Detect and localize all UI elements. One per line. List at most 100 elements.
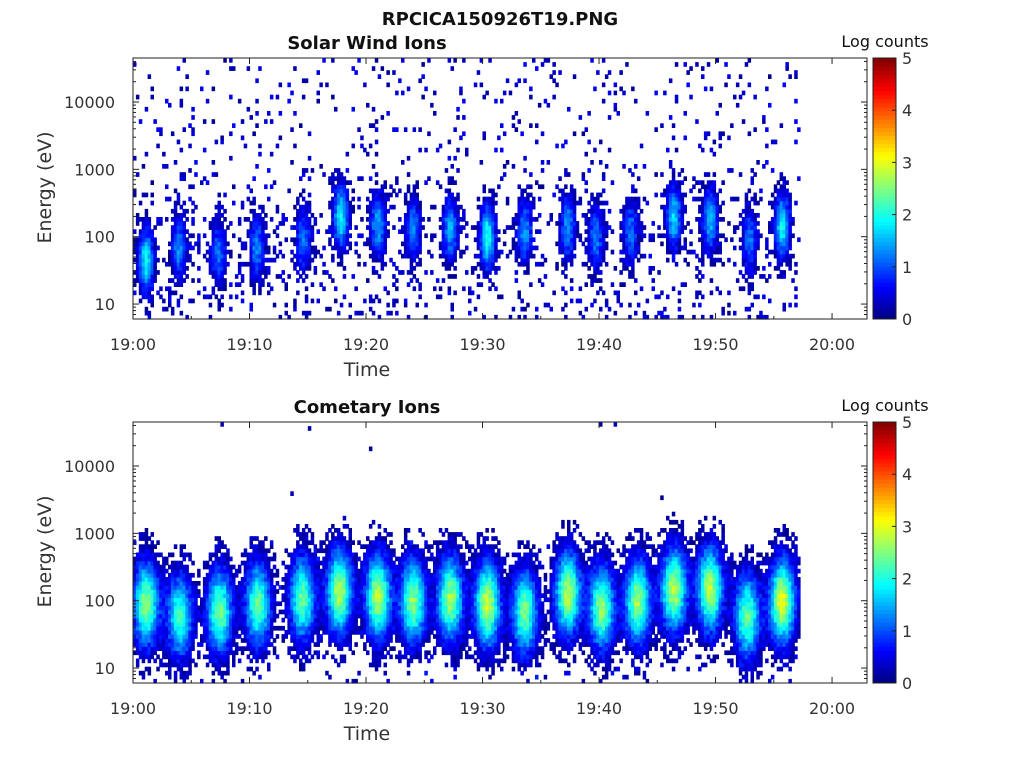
heatmap-cell [698,229,702,234]
heatmap-cell [552,94,556,100]
heatmap-cell [683,192,687,198]
heatmap-cell [252,670,256,676]
heatmap-cell [249,630,253,635]
heatmap-cell [234,589,239,594]
heatmap-cell [770,204,775,210]
heatmap-cell [427,217,431,222]
heatmap-cell [191,638,195,643]
heatmap-cell [138,270,143,275]
colorbar-step [873,278,896,283]
heatmap-cell [342,274,347,279]
heatmap-cell [715,111,719,116]
heatmap-cell [255,650,259,656]
heatmap-cell [141,581,146,586]
heatmap-cell [666,233,670,239]
heatmap-cell [176,617,181,623]
heatmap-cell [634,208,638,214]
heatmap-cell [584,306,588,312]
heatmap-cell [194,605,198,611]
heatmap-cell [252,621,256,627]
heatmap-cell [173,650,178,656]
heatmap-cell [383,237,387,243]
heatmap-cell [517,217,521,222]
heatmap-cell [211,266,216,271]
heatmap-cell [759,188,763,194]
heatmap-cell [785,245,789,251]
heatmap-cell [520,213,524,218]
heatmap-cell [319,213,323,218]
heatmap-cell [200,617,204,623]
heatmap-cell [144,192,149,198]
heatmap-cell [569,257,574,263]
heatmap-cell [150,548,154,554]
heatmap-cell [301,532,306,537]
heatmap-cell [727,74,731,79]
heatmap-cell [523,200,527,206]
heatmap-cell [304,253,309,259]
heatmap-cell [162,609,166,615]
heatmap-cell [485,221,489,226]
heatmap-cell [401,270,405,275]
heatmap-cell [202,589,207,594]
heatmap-cell [450,257,454,263]
heatmap-cell [526,213,530,218]
heatmap-cell [430,237,434,243]
heatmap-cell [147,245,152,251]
heatmap-cell [275,233,280,239]
heatmap-cell [546,102,551,108]
heatmap-cell [479,237,484,243]
heatmap-cell [223,642,227,647]
heatmap-cell [339,221,344,226]
heatmap-cell [380,225,385,230]
heatmap-cell [240,204,245,210]
heatmap-cell [150,257,154,263]
heatmap-cell [543,98,548,104]
heatmap-cell [301,253,306,259]
heatmap-cell [240,613,245,619]
heatmap-cell [275,625,280,631]
heatmap-cell [135,638,140,643]
heatmap-cell [234,601,239,607]
heatmap-cell [488,188,492,194]
heatmap-cell [144,253,149,259]
heatmap-cell [768,249,772,255]
heatmap-cell [709,147,714,153]
heatmap-cell [753,266,757,271]
heatmap-cell [674,188,679,194]
heatmap-cell [552,78,556,84]
heatmap-cell [133,245,137,251]
heatmap-cell [141,564,146,570]
heatmap-cell [138,581,143,586]
heatmap-cell [159,642,163,647]
x-tick-label: 19:20 [343,335,389,354]
heatmap-cell [168,634,172,639]
heatmap-cell [214,266,219,271]
heatmap-cell [264,609,268,615]
heatmap-cell [712,204,717,210]
heatmap-cell [211,597,216,603]
heatmap-cell [185,658,189,664]
heatmap-cell [200,634,204,639]
heatmap-cell [703,225,708,230]
heatmap-cell [287,650,291,656]
heatmap-cell [301,196,306,202]
heatmap-cell [133,278,137,283]
heatmap-cell [310,552,315,558]
heatmap-cell [144,581,149,586]
heatmap-cell [275,589,280,594]
heatmap-cell [479,160,484,165]
heatmap-cell [150,270,154,275]
heatmap-cell [336,221,341,226]
heatmap-cell [517,225,521,230]
heatmap-cell [567,241,571,247]
heatmap-cell [596,241,600,247]
heatmap-cell [392,70,396,75]
heatmap-cell [223,286,227,292]
heatmap-cell [284,564,288,570]
heatmap-cell [217,601,221,607]
heatmap-cell [223,658,227,664]
heatmap-cell [229,155,233,161]
colorbar-step [873,123,896,128]
heatmap-cell [619,208,623,214]
heatmap-cell [738,74,743,79]
